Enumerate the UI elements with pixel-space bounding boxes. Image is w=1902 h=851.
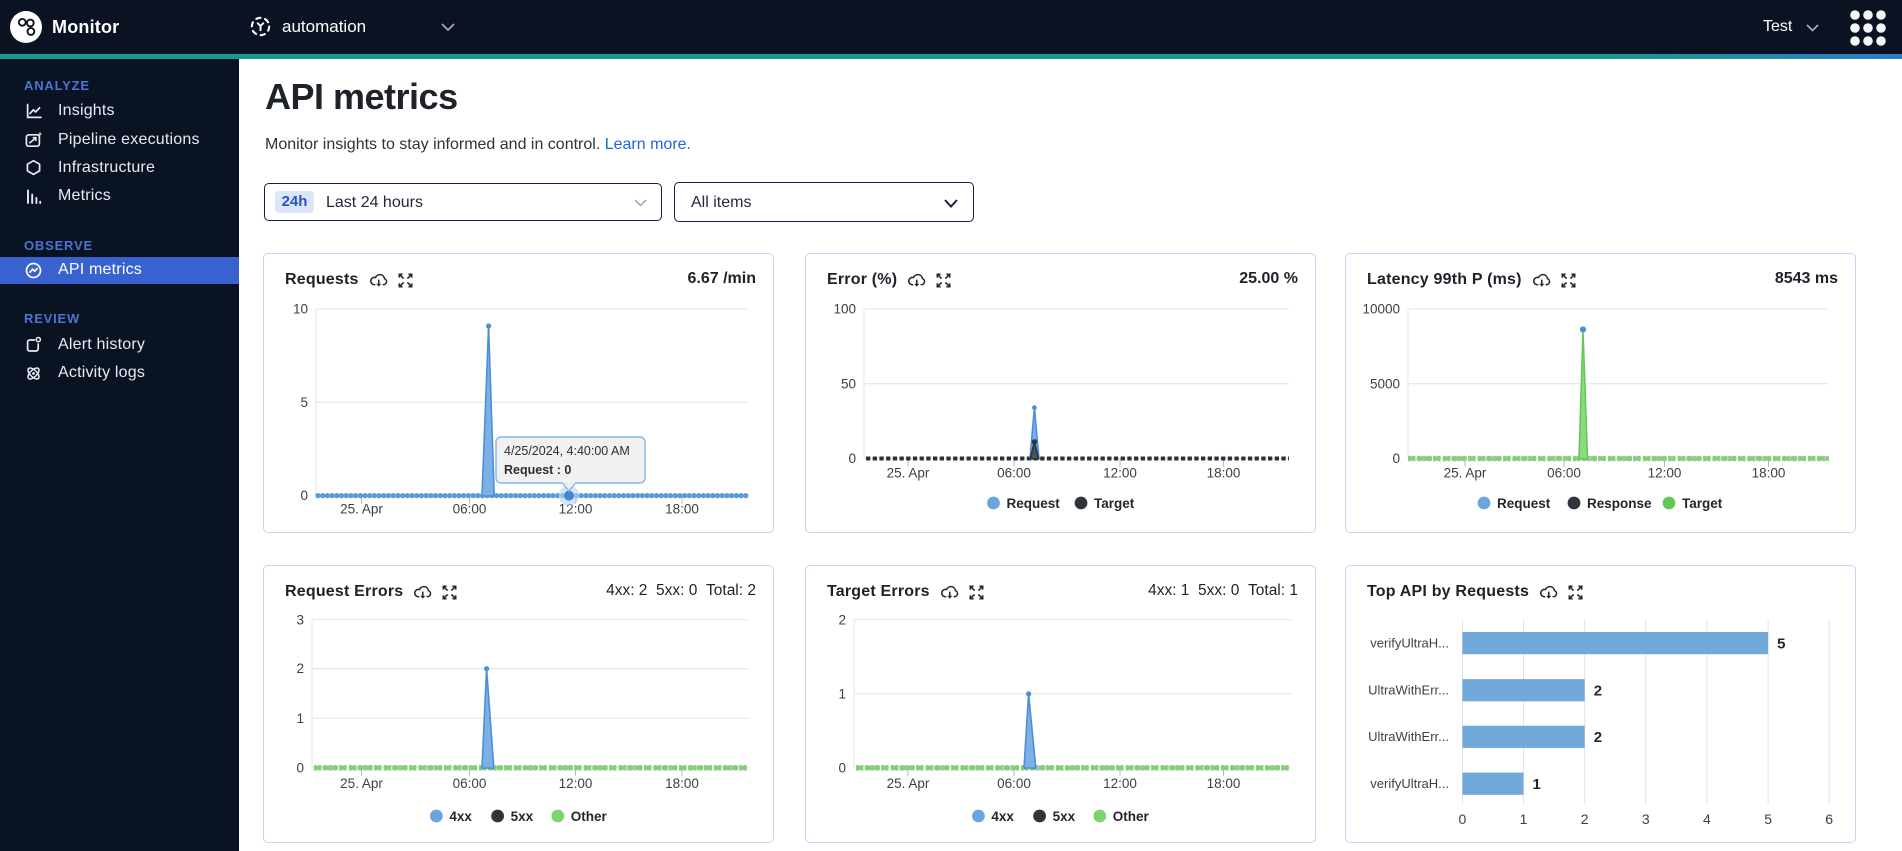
- svg-text:1: 1: [1533, 776, 1541, 793]
- svg-text:4/25/2024, 4:40:00 AM: 4/25/2024, 4:40:00 AM: [504, 444, 630, 458]
- svg-text:5: 5: [300, 395, 308, 410]
- svg-text:25. Apr: 25. Apr: [1444, 466, 1487, 481]
- svg-text:12:00: 12:00: [1103, 466, 1137, 481]
- svg-text:2: 2: [1594, 683, 1602, 700]
- svg-text:100: 100: [833, 302, 856, 317]
- svg-text:0: 0: [300, 488, 308, 503]
- svg-text:25. Apr: 25. Apr: [887, 776, 930, 791]
- svg-text:50: 50: [841, 376, 856, 391]
- svg-text:2: 2: [1594, 729, 1602, 746]
- svg-text:5xx: 5xx: [511, 809, 534, 824]
- svg-text:5000: 5000: [1370, 376, 1400, 391]
- svg-text:Other: Other: [1113, 809, 1150, 824]
- svg-text:1: 1: [296, 711, 304, 726]
- svg-text:Target: Target: [1094, 496, 1135, 511]
- svg-text:10: 10: [293, 302, 308, 317]
- svg-text:06:00: 06:00: [1547, 466, 1581, 481]
- svg-text:0: 0: [296, 760, 304, 775]
- svg-text:UltraWithErr...: UltraWithErr...: [1368, 683, 1449, 698]
- svg-text:5: 5: [1764, 811, 1772, 827]
- svg-text:5xx: 5xx: [1053, 809, 1076, 824]
- svg-text:18:00: 18:00: [665, 776, 699, 791]
- svg-text:2: 2: [838, 612, 846, 627]
- svg-text:25. Apr: 25. Apr: [340, 776, 383, 791]
- svg-text:12:00: 12:00: [559, 776, 593, 791]
- svg-text:5: 5: [1777, 636, 1785, 653]
- svg-text:verifyUltraH...: verifyUltraH...: [1370, 636, 1449, 651]
- svg-text:0: 0: [1392, 451, 1400, 466]
- svg-text:1: 1: [1520, 811, 1528, 827]
- svg-text:Target: Target: [1682, 496, 1723, 511]
- svg-text:3: 3: [1642, 811, 1650, 827]
- svg-text:18:00: 18:00: [1207, 466, 1241, 481]
- svg-text:2: 2: [296, 661, 304, 676]
- svg-text:18:00: 18:00: [665, 502, 699, 517]
- svg-text:4: 4: [1703, 811, 1711, 827]
- svg-text:10000: 10000: [1362, 302, 1400, 317]
- svg-text:1: 1: [838, 686, 846, 701]
- svg-text:Request : 0: Request : 0: [504, 463, 571, 477]
- svg-text:3: 3: [296, 612, 304, 627]
- svg-text:25. Apr: 25. Apr: [340, 502, 383, 517]
- svg-text:verifyUltraH...: verifyUltraH...: [1370, 776, 1449, 791]
- svg-text:18:00: 18:00: [1752, 466, 1786, 481]
- svg-text:25. Apr: 25. Apr: [887, 466, 930, 481]
- svg-text:0: 0: [1459, 811, 1467, 827]
- svg-text:Request: Request: [1497, 496, 1551, 511]
- svg-text:0: 0: [848, 451, 856, 466]
- svg-text:Other: Other: [571, 809, 608, 824]
- svg-text:06:00: 06:00: [453, 776, 487, 791]
- svg-text:4xx: 4xx: [449, 809, 472, 824]
- svg-text:06:00: 06:00: [997, 466, 1031, 481]
- svg-text:6: 6: [1825, 811, 1833, 827]
- svg-text:0: 0: [838, 760, 846, 775]
- svg-text:06:00: 06:00: [997, 776, 1031, 791]
- svg-text:12:00: 12:00: [1103, 776, 1137, 791]
- svg-text:UltraWithErr...: UltraWithErr...: [1368, 729, 1449, 744]
- svg-text:12:00: 12:00: [1648, 466, 1682, 481]
- svg-text:4xx: 4xx: [991, 809, 1014, 824]
- svg-text:Request: Request: [1007, 496, 1061, 511]
- svg-text:2: 2: [1581, 811, 1589, 827]
- svg-text:Response: Response: [1587, 496, 1652, 511]
- svg-text:06:00: 06:00: [453, 502, 487, 517]
- svg-text:18:00: 18:00: [1207, 776, 1241, 791]
